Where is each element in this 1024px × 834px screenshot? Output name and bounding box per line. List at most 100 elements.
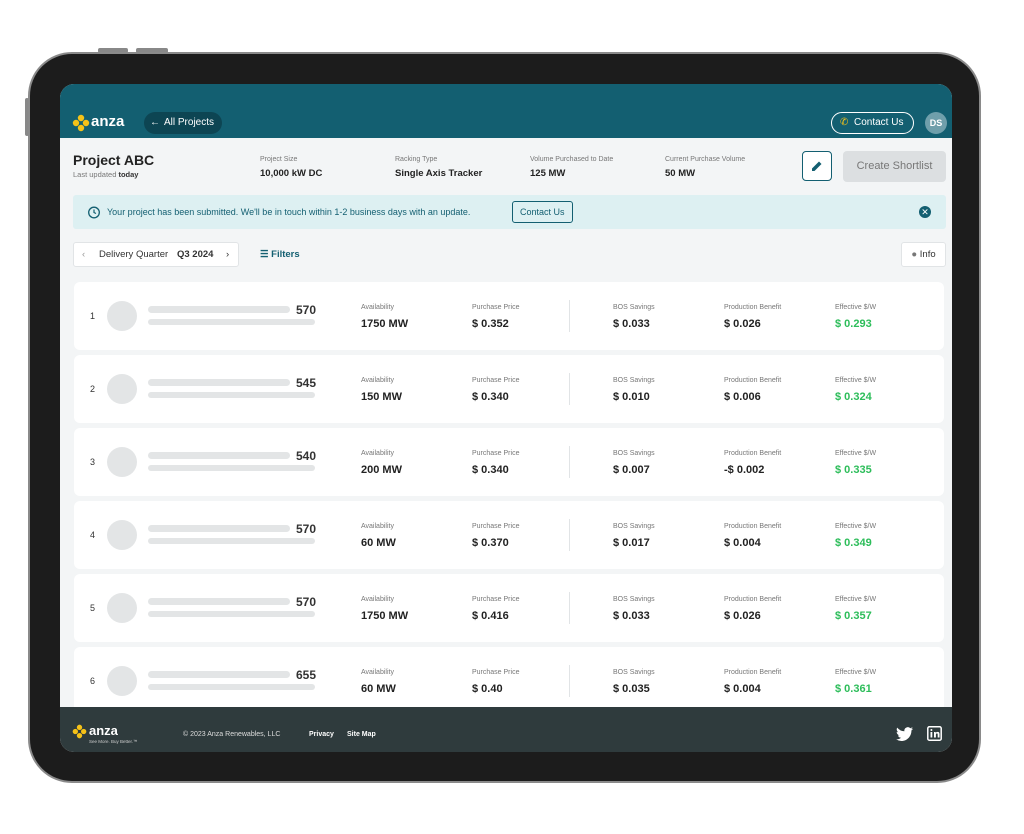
column-label: Effective $/W: [835, 450, 877, 457]
avatar-placeholder: [107, 447, 137, 477]
name-placeholder: [148, 379, 290, 386]
updated-value: today: [118, 170, 139, 179]
column-value: $ 0.40: [472, 683, 503, 695]
rank: 2: [90, 384, 96, 394]
detail-placeholder: [148, 611, 315, 617]
device-button: [136, 48, 168, 53]
column-value: $ 0.349: [835, 537, 872, 549]
column-label: Purchase Price: [472, 523, 520, 530]
column-value: $ 0.017: [613, 537, 650, 549]
name-placeholder: [148, 525, 290, 532]
column-value: $ 0.335: [835, 464, 872, 476]
column-label: Availability: [361, 669, 394, 676]
column-label: Effective $/W: [835, 377, 877, 384]
name-placeholder: [148, 671, 290, 678]
column-value: $ 0.026: [724, 318, 761, 330]
clock-icon: [88, 206, 100, 219]
footer-link[interactable]: Privacy: [309, 731, 334, 738]
avatar-placeholder: [107, 593, 137, 623]
rank: 1: [90, 311, 96, 321]
avatar[interactable]: DS: [925, 112, 947, 134]
column-label: BOS Savings: [613, 377, 655, 384]
column-label: BOS Savings: [613, 669, 655, 676]
filters-button[interactable]: ☰ Filters: [260, 249, 300, 260]
column-label: Effective $/W: [835, 304, 877, 311]
pencil-icon: [812, 161, 822, 171]
score: 570: [295, 303, 316, 317]
detail-placeholder: [148, 684, 315, 690]
field-value: Single Axis Tracker: [395, 168, 483, 179]
field-label: Project Size: [260, 156, 298, 163]
banner-contact[interactable]: Contact Us: [512, 201, 573, 223]
column-label: Production Benefit: [724, 377, 782, 384]
column-value: $ 0.340: [472, 391, 509, 403]
column-value: $ 0.340: [472, 464, 509, 476]
quarter-selector[interactable]: ‹ Delivery Quarter Q3 2024 ›: [73, 242, 239, 267]
info-button[interactable]: ● Info: [901, 242, 946, 267]
column-value: $ 0.004: [724, 537, 761, 549]
column-value: 150 MW: [361, 391, 402, 403]
contact-label: Contact Us: [854, 117, 904, 128]
divider: [569, 373, 570, 405]
logo: anza: [91, 113, 125, 130]
footer-logo: anza: [89, 723, 118, 738]
banner-text: Your project has been submitted. We'll b…: [107, 207, 471, 217]
close-icon[interactable]: ✕: [919, 206, 931, 218]
linkedin-icon[interactable]: [927, 726, 942, 741]
back-button[interactable]: ← All Projects: [144, 112, 223, 134]
copyright: © 2023 Anza Renewables, LLC: [183, 731, 281, 738]
column-value: $ 0.293: [835, 318, 872, 330]
result-row[interactable]: 1 570 Availability 1750 MW Purchase Price $ 0…: [74, 282, 944, 350]
field-value: 125 MW: [530, 168, 566, 179]
column-label: Production Benefit: [724, 304, 782, 311]
column-label: Effective $/W: [835, 523, 877, 530]
result-row[interactable]: 3 540 Availability 200 MW Purchase Price $ 0.…: [74, 428, 944, 496]
result-row[interactable]: 5 570 Availability 1750 MW Purchase Price $ 0…: [74, 574, 944, 642]
column-label: Availability: [361, 377, 394, 384]
quarter-label: Delivery Quarter: [99, 249, 169, 260]
column-label: Purchase Price: [472, 596, 520, 603]
header: anza ← All Projects ✆ Contact Us DS: [60, 84, 952, 138]
result-row[interactable]: 6 655 Availability 60 MW Purchase Price $ 0.4…: [74, 647, 944, 707]
column-label: Production Benefit: [724, 450, 782, 457]
column-value: 60 MW: [361, 683, 396, 695]
column-label: Purchase Price: [472, 304, 520, 311]
info-label: Info: [919, 249, 936, 260]
column-label: Availability: [361, 304, 394, 311]
column-label: BOS Savings: [613, 450, 655, 457]
edit-button[interactable]: [802, 151, 832, 181]
tagline: See More. Buy Better.™: [89, 739, 138, 744]
column-value: $ 0.010: [613, 391, 650, 403]
field-label: Racking Type: [395, 156, 438, 163]
column-label: BOS Savings: [613, 596, 655, 603]
column-value: $ 0.004: [724, 683, 761, 695]
column-label: Production Benefit: [724, 523, 782, 530]
divider: [569, 446, 570, 478]
twitter-icon[interactable]: [896, 727, 913, 741]
create-shortlist-button[interactable]: Create Shortlist: [843, 151, 946, 182]
divider: [569, 519, 570, 551]
info-icon: ●: [911, 249, 918, 260]
detail-placeholder: [148, 465, 315, 471]
next-icon[interactable]: ›: [226, 249, 230, 260]
prev-icon[interactable]: ‹: [82, 249, 86, 260]
score: 570: [295, 522, 316, 536]
result-row[interactable]: 2 545 Availability 150 MW Purchase Price $ 0.…: [74, 355, 944, 423]
contact-button[interactable]: ✆ Contact Us: [831, 112, 915, 134]
results: 1 570 Availability 1750 MW Purchase Price $ 0…: [60, 138, 952, 707]
footer: anza See More. Buy Better.™ © 2023 Anza …: [60, 707, 952, 752]
arrow-icon: ←: [150, 117, 160, 128]
column-value: $ 0.324: [835, 391, 872, 403]
phone-icon: ✆: [840, 117, 849, 128]
score: 540: [295, 449, 316, 463]
updated-prefix: Last updated: [73, 170, 117, 179]
rank: 6: [90, 676, 96, 686]
field-value: 50 MW: [665, 168, 696, 179]
column-value: $ 0.357: [835, 610, 872, 622]
avatar-placeholder: [107, 301, 137, 331]
screen: anza ← All Projects ✆ Contact Us DS Projec…: [60, 84, 952, 752]
result-row[interactable]: 4 570 Availability 60 MW Purchase Price $ 0.3…: [74, 501, 944, 569]
footer-link[interactable]: Site Map: [347, 731, 376, 738]
name-placeholder: [148, 598, 290, 605]
column-value: 1750 MW: [361, 610, 409, 622]
